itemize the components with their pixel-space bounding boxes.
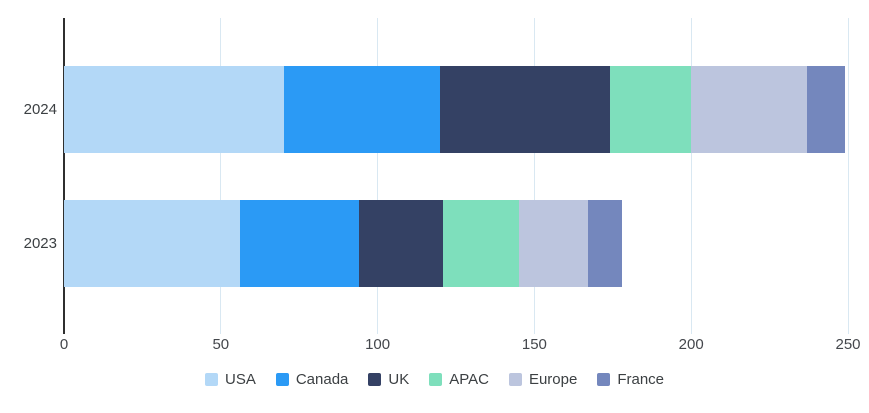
bar-segment-2024-apac[interactable] (609, 66, 692, 153)
legend-swatch-canada (275, 373, 289, 386)
bar-segment-2023-canada[interactable] (239, 200, 359, 287)
gridline-50 (220, 18, 222, 334)
x-tick-label-50: 50 (212, 336, 230, 353)
bar-segment-2024-europe[interactable] (691, 66, 808, 153)
legend-swatch-apac (429, 373, 443, 386)
y-axis-label-2023: 2023 (23, 234, 57, 252)
legend-label-uk: UK (388, 371, 410, 388)
legend-label-apac: APAC (449, 371, 489, 388)
x-tick-label-200: 200 (678, 336, 704, 353)
bar-segment-2023-europe[interactable] (518, 200, 588, 287)
legend-item-usa[interactable]: USA (204, 371, 256, 388)
bar-segment-2023-apac[interactable] (443, 200, 519, 287)
y-axis-line (63, 18, 65, 334)
legend-label-canada: Canada (295, 371, 349, 388)
legend-label-europe: Europe (528, 371, 578, 388)
legend-item-europe[interactable]: Europe (508, 371, 578, 388)
gridline-150 (533, 18, 535, 334)
legend-item-uk[interactable]: UK (368, 371, 409, 388)
legend-item-france[interactable]: France (597, 371, 664, 388)
x-tick-label-150: 150 (521, 336, 547, 353)
legend-swatch-uk (368, 373, 382, 386)
y-axis-label-2024: 2024 (23, 100, 57, 118)
gridline-200 (690, 18, 692, 334)
legend-label-france: France (617, 371, 665, 388)
bar-segment-2023-uk[interactable] (358, 200, 444, 287)
x-tick-label-100: 100 (365, 336, 391, 353)
legend-item-apac[interactable]: APAC (429, 371, 489, 388)
legend-swatch-usa (204, 373, 218, 386)
bar-segment-2023-france[interactable] (587, 200, 623, 287)
legend-label-usa: USA (224, 371, 256, 388)
gridline-250 (847, 18, 849, 334)
bar-segment-2024-france[interactable] (807, 66, 845, 153)
x-tick-label-250: 250 (835, 336, 861, 353)
legend-swatch-europe (508, 373, 522, 386)
chart-legend: USA Canada UK APAC Europe France (0, 371, 869, 388)
bar-segment-2024-usa[interactable] (64, 66, 284, 153)
bar-segment-2023-usa[interactable] (64, 200, 240, 287)
bar-segment-2024-canada[interactable] (283, 66, 441, 153)
legend-item-canada[interactable]: Canada (275, 371, 349, 388)
bar-segment-2024-uk[interactable] (440, 66, 610, 153)
gridline-100 (377, 18, 379, 334)
bar-2024 (0, 66, 869, 153)
x-tick-label-0: 0 (59, 336, 69, 353)
legend-swatch-france (597, 373, 611, 386)
bar-2023 (0, 200, 869, 287)
